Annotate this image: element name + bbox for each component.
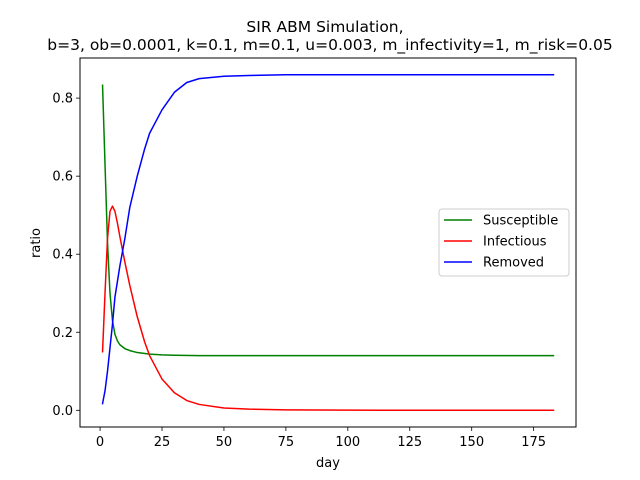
x-tick-label: 50 [216,435,233,450]
chart-title: SIR ABM Simulation, [246,18,403,36]
x-tick-label: 125 [397,435,422,450]
x-tick-label: 0 [96,435,104,450]
x-axis-ticks: 0 25 50 75 100 125 150 175 [96,427,546,450]
series-line-removed [101,73,555,405]
legend-label-removed: Removed [483,256,544,271]
plot-area [101,73,555,412]
series-line-infectious [101,205,555,412]
x-tick-label: 25 [154,435,171,450]
legend-box [438,208,570,277]
y-tick-label: 0.8 [52,92,73,107]
y-axis-ticks: 0.0 0.2 0.4 0.6 0.8 [52,92,80,419]
series-line-susceptible [101,84,555,357]
y-tick-label: 0.6 [52,170,73,185]
x-axis-label: day [316,456,340,471]
x-tick-label: 175 [521,435,546,450]
y-tick-label: 0.2 [52,326,73,341]
x-tick-label: 100 [335,435,360,450]
x-tick-label: 150 [459,435,484,450]
axes-frame [79,57,577,428]
y-axis-label: ratio [29,228,44,258]
legend-label-infectious: Infectious [483,235,547,250]
legend-label-susceptible: Susceptible [483,214,558,229]
x-tick-label: 75 [278,435,295,450]
y-tick-label: 0.4 [52,248,73,263]
y-tick-label: 0.0 [52,404,73,419]
chart-subtitle: b=3, ob=0.0001, k=0.1, m=0.1, u=0.003, m… [47,36,612,55]
legend: Susceptible Infectious Removed [438,208,570,277]
